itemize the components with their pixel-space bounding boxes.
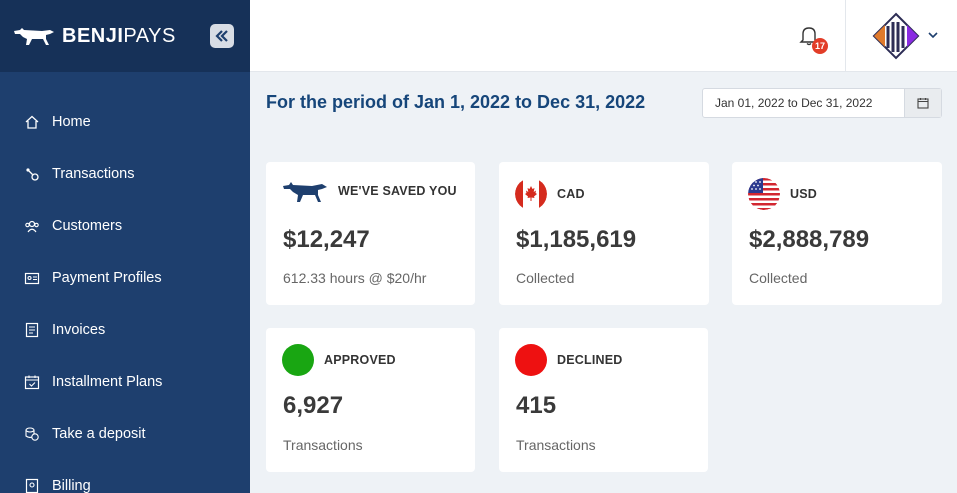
- sidebar-header: BENJIPAYS: [0, 0, 250, 72]
- canada-flag-icon: [515, 178, 547, 210]
- card-label: CAD: [557, 187, 585, 201]
- bell-icon: [799, 27, 819, 46]
- sidebar-item-label: Billing: [52, 478, 91, 493]
- collapse-sidebar-button[interactable]: [210, 24, 234, 48]
- sidebar-item-label: Invoices: [52, 322, 106, 338]
- card-header: WE'VE SAVED YOU: [282, 178, 457, 204]
- sidebar-nav: Home Transactions Customers Payment Prof…: [0, 72, 250, 493]
- card-label: APPROVED: [324, 353, 396, 367]
- cad-amount: $1,185,619: [516, 226, 637, 253]
- billing-icon: [24, 478, 40, 493]
- approved-subtext: Transactions: [283, 437, 363, 453]
- coins-icon: [24, 426, 40, 442]
- sidebar-item-transactions[interactable]: Transactions: [0, 148, 250, 200]
- header-divider: [845, 0, 846, 72]
- page-title: For the period of Jan 1, 2022 to Dec 31,…: [266, 92, 646, 112]
- account-logo-button[interactable]: [872, 12, 920, 60]
- card-label: WE'VE SAVED YOU: [338, 184, 457, 198]
- home-icon: [24, 114, 40, 130]
- declined-count: 415: [516, 392, 557, 419]
- customers-icon: [24, 218, 40, 234]
- usd-card: USD $2,888,789 Collected: [732, 162, 942, 305]
- dog-logo-icon: [14, 28, 54, 45]
- notification-count-badge: 17: [812, 38, 828, 54]
- company-logo-icon: [872, 12, 920, 60]
- approved-card: APPROVED 6,927 Transactions: [266, 328, 475, 472]
- double-chevron-left-icon: [215, 30, 228, 42]
- card-label: USD: [790, 187, 817, 201]
- brand-name: BENJIPAYS: [62, 24, 176, 47]
- sidebar-item-invoices[interactable]: Invoices: [0, 304, 250, 356]
- saved-amount: $12,247: [283, 226, 370, 253]
- sidebar-item-label: Customers: [52, 218, 123, 234]
- payment-profiles-icon: [24, 270, 40, 286]
- date-range-picker[interactable]: Jan 01, 2022 to Dec 31, 2022: [702, 88, 942, 118]
- sidebar-item-label: Home: [52, 114, 91, 130]
- invoices-icon: [24, 322, 40, 338]
- sidebar-item-billing[interactable]: Billing: [0, 460, 250, 493]
- declined-card: DECLINED 415 Transactions: [499, 328, 708, 472]
- calendar-icon: [917, 98, 929, 109]
- approved-status-dot: [282, 344, 314, 376]
- approved-count: 6,927: [283, 392, 344, 419]
- usd-amount: $2,888,789: [749, 226, 870, 253]
- card-label: DECLINED: [557, 353, 623, 367]
- sidebar-item-label: Transactions: [52, 166, 135, 182]
- sidebar-item-payment-profiles[interactable]: Payment Profiles: [0, 252, 250, 304]
- sidebar-item-label: Payment Profiles: [52, 270, 162, 286]
- top-bar: 17: [250, 0, 957, 72]
- sidebar: BENJIPAYS Home Transactions Customers Pa…: [0, 0, 250, 493]
- card-header: CAD: [515, 178, 585, 210]
- cad-subtext: Collected: [516, 270, 575, 286]
- card-header: USD: [748, 178, 817, 210]
- notifications-button[interactable]: [798, 24, 822, 48]
- card-header: APPROVED: [282, 344, 396, 376]
- usa-flag-icon: [748, 178, 780, 210]
- account-menu-dropdown[interactable]: [926, 28, 940, 42]
- date-picker-button[interactable]: [904, 89, 941, 117]
- saved-subtext: 612.33 hours @ $20/hr: [283, 270, 427, 286]
- cad-card: CAD $1,185,619 Collected: [499, 162, 709, 305]
- saved-card: WE'VE SAVED YOU $12,247 612.33 hours @ $…: [266, 162, 475, 305]
- chevron-down-icon: [928, 32, 938, 39]
- sidebar-item-label: Take a deposit: [52, 426, 146, 442]
- usd-subtext: Collected: [749, 270, 808, 286]
- declined-subtext: Transactions: [516, 437, 596, 453]
- sidebar-item-customers[interactable]: Customers: [0, 200, 250, 252]
- declined-status-dot: [515, 344, 547, 376]
- calendar-icon: [24, 374, 40, 390]
- card-header: DECLINED: [515, 344, 623, 376]
- dog-icon: [283, 182, 327, 202]
- sidebar-item-installment-plans[interactable]: Installment Plans: [0, 356, 250, 408]
- sidebar-item-label: Installment Plans: [52, 374, 163, 390]
- transactions-icon: [24, 166, 40, 182]
- brand-logo[interactable]: BENJIPAYS: [12, 25, 176, 48]
- sidebar-item-take-a-deposit[interactable]: Take a deposit: [0, 408, 250, 460]
- date-range-input[interactable]: Jan 01, 2022 to Dec 31, 2022: [715, 96, 873, 110]
- sidebar-item-home[interactable]: Home: [0, 96, 250, 148]
